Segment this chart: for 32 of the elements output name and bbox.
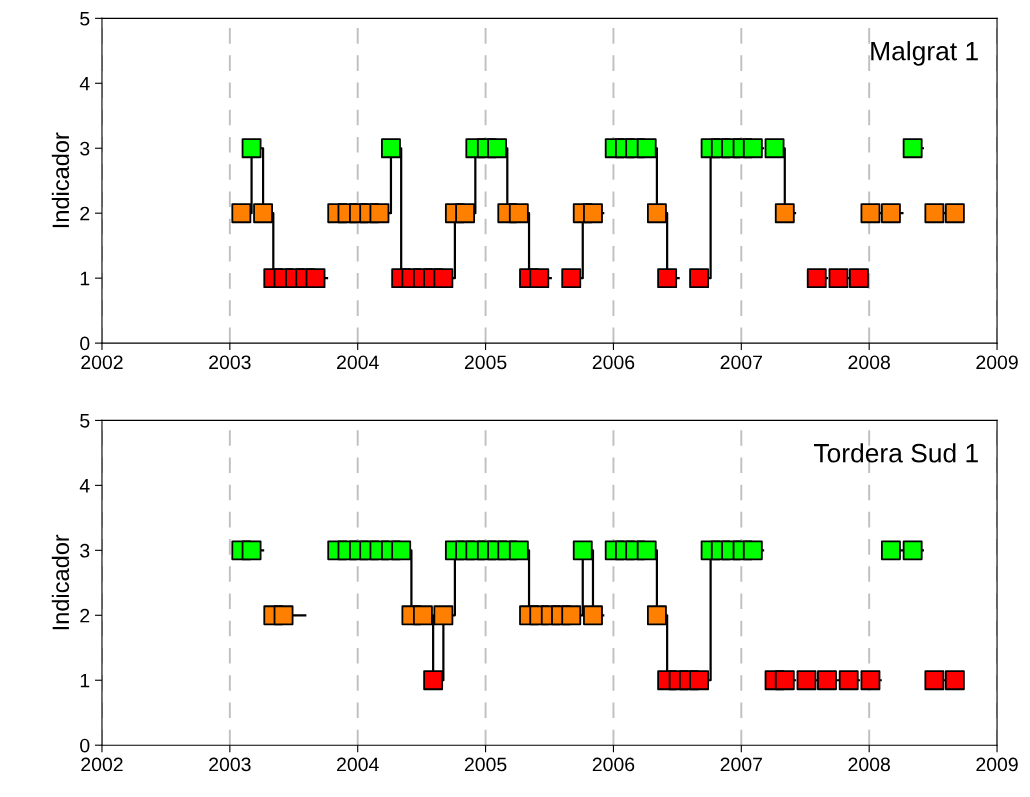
- y-axis-title: Indicador: [51, 132, 70, 228]
- y-tick-label: 2: [80, 206, 90, 221]
- y-tick-label: 3: [80, 543, 90, 558]
- x-tick-label: 2004: [337, 757, 379, 772]
- x-tick-label: 2008: [848, 757, 890, 772]
- y-tick-label: 4: [79, 479, 90, 493]
- y-tick-label: 5: [80, 12, 90, 26]
- text: Tordera Sud 1: [813, 443, 978, 463]
- x-tick-label: 2005: [464, 757, 507, 772]
- x-tick-label: 2004: [337, 355, 379, 370]
- x-tick-label: 2008: [848, 355, 890, 370]
- x-tick-label: 2002: [81, 355, 123, 370]
- x-tick-label: 2003: [209, 757, 251, 772]
- y-axis-title: Indicador: [51, 534, 70, 630]
- x-tick-label: 2009: [976, 355, 1018, 370]
- y-tick-label: 0: [80, 738, 90, 753]
- text: Malgrat 1: [871, 41, 978, 66]
- x-tick-label: 2007: [720, 355, 762, 370]
- x-tick-label: 2009: [976, 757, 1018, 772]
- y-tick-label: 1: [80, 673, 90, 688]
- x-tick-label: 2002: [81, 757, 123, 772]
- x-tick-label: 2006: [592, 757, 635, 772]
- y-tick-label: 5: [80, 414, 90, 428]
- x-tick-label: 2003: [209, 355, 251, 370]
- x-tick-label: 2007: [720, 757, 762, 772]
- x-tick-label: 2005: [464, 355, 507, 370]
- y-tick-label: 3: [80, 141, 90, 156]
- y-tick-label: 0: [80, 336, 90, 351]
- y-tick-label: 2: [80, 608, 90, 623]
- y-tick-label: 4: [79, 76, 90, 91]
- y-tick-label: 1: [80, 271, 90, 286]
- x-tick-label: 2006: [592, 355, 635, 370]
